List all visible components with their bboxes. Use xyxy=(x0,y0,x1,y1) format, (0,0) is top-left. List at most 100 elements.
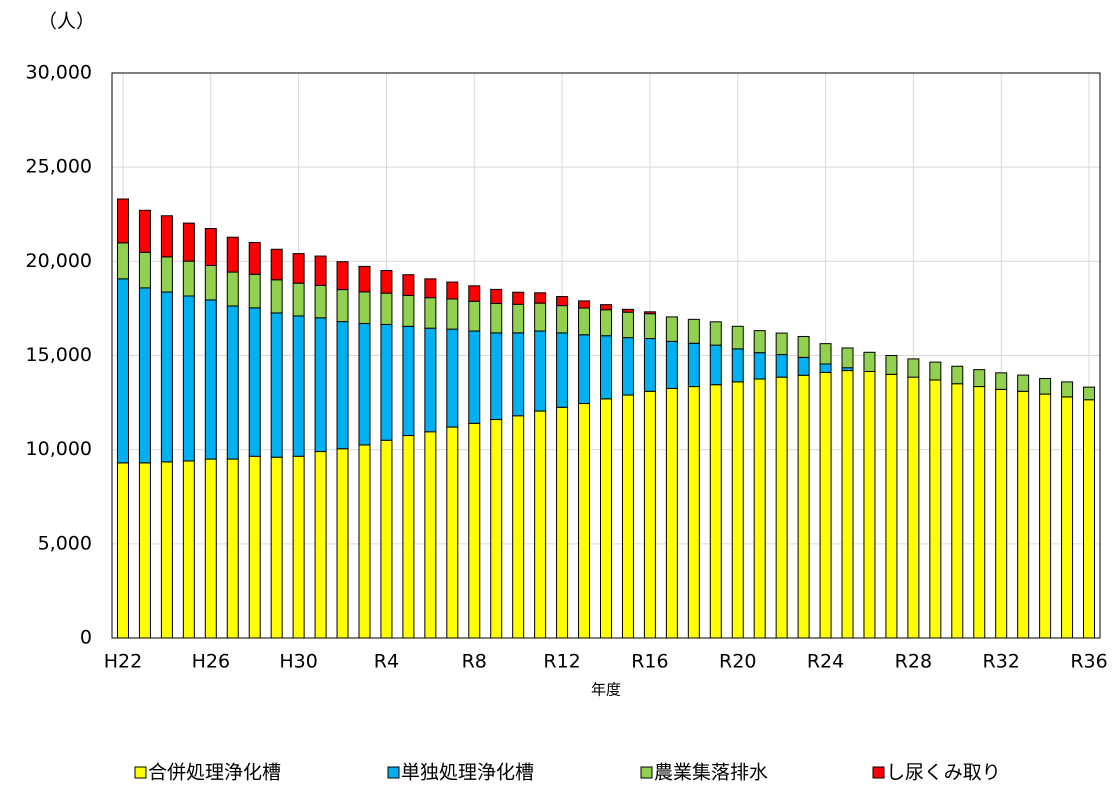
legend-label: し尿くみ取り xyxy=(886,762,1001,784)
y-tick-label: 10,000 xyxy=(26,438,92,460)
bar-segment xyxy=(753,378,766,639)
bar-segment xyxy=(248,455,261,639)
bar-segment xyxy=(512,291,525,305)
x-tick-label: R4 xyxy=(374,651,399,673)
bar-segment xyxy=(775,332,788,356)
x-tick-label: H30 xyxy=(279,651,317,673)
legend-label: 合併処理浄化槽 xyxy=(148,762,281,784)
bar-segment xyxy=(182,260,195,297)
bar-segment xyxy=(314,317,327,453)
bar-segment xyxy=(248,307,261,457)
bar-segment xyxy=(204,299,217,460)
x-tick-label: R24 xyxy=(807,651,844,673)
bar-segment xyxy=(490,332,503,421)
bar-segment xyxy=(468,422,481,639)
bar-segment xyxy=(907,358,920,378)
bar-segment xyxy=(226,271,239,307)
bar-segment xyxy=(292,282,305,317)
bar-segment xyxy=(556,296,569,307)
bar-segment xyxy=(556,305,569,334)
y-tick-label: 20,000 xyxy=(26,250,92,272)
bar-segment xyxy=(116,278,129,464)
bar-segment xyxy=(1083,399,1096,639)
bar-segment xyxy=(600,309,612,337)
bar-segment xyxy=(534,302,547,332)
bar-segment xyxy=(863,371,876,639)
bar-segment xyxy=(314,451,327,639)
bar-segment xyxy=(270,312,283,458)
bar-segment xyxy=(621,337,634,396)
bar-segment xyxy=(512,415,525,639)
bar-segment xyxy=(160,256,173,293)
x-tick-label: R12 xyxy=(543,651,580,673)
bar-segment xyxy=(907,376,920,639)
legend-label: 単独処理浄化槽 xyxy=(401,762,534,784)
bar-segment xyxy=(753,330,766,354)
bar-segment xyxy=(336,321,349,450)
bar-segment xyxy=(534,410,547,639)
bar-segment xyxy=(951,365,964,385)
bar-segment xyxy=(204,458,217,639)
bar-segment xyxy=(160,291,173,463)
bar-segment xyxy=(578,307,591,336)
bar-segment xyxy=(402,274,415,296)
bar-segment xyxy=(138,287,151,464)
bar-segment xyxy=(643,390,656,639)
bar-segment xyxy=(314,284,327,319)
bar-segment xyxy=(490,303,503,334)
bar-segment xyxy=(116,462,129,639)
bar-segment xyxy=(424,278,437,299)
x-tick-label: H22 xyxy=(104,651,142,673)
bar-segment xyxy=(1083,386,1096,401)
bar-segment xyxy=(643,338,656,392)
bar-segment xyxy=(358,444,371,639)
bar-segment xyxy=(819,363,832,373)
bar-segment xyxy=(446,328,459,428)
x-tick-label: R28 xyxy=(895,651,932,673)
bar-segment xyxy=(775,376,788,639)
bar-segment xyxy=(709,384,722,639)
bar-segment xyxy=(578,334,591,405)
bar-segment xyxy=(116,242,129,280)
bar-segment xyxy=(819,371,832,639)
bar-segment xyxy=(1017,374,1030,392)
x-tick-label: R32 xyxy=(983,651,1020,673)
legend-swatch xyxy=(134,766,147,779)
bar-segment xyxy=(687,386,700,639)
bar-segment xyxy=(995,388,1008,639)
bar-segment xyxy=(226,458,239,639)
bar-segment xyxy=(248,273,261,309)
y-unit: （人） xyxy=(38,11,95,33)
bar-segment xyxy=(951,383,964,639)
bar-segment xyxy=(973,386,986,639)
bar-segment xyxy=(270,456,283,639)
y-tick-label: 30,000 xyxy=(26,62,92,84)
bar-segment xyxy=(885,373,898,639)
bar-segment xyxy=(841,370,854,639)
bar-segment xyxy=(709,344,722,386)
bar-segment xyxy=(204,264,217,301)
legend-swatch xyxy=(872,766,885,779)
bar-segment xyxy=(380,439,393,639)
bar-segment xyxy=(819,343,832,365)
bar-segment xyxy=(424,327,437,433)
bar-segment xyxy=(1061,396,1074,639)
bar-segment xyxy=(578,403,591,639)
bar-segment xyxy=(138,251,151,289)
x-tick-label: R20 xyxy=(719,651,756,673)
bar-segment xyxy=(1039,393,1052,639)
bar-segment xyxy=(468,285,481,302)
bar-segment xyxy=(512,303,525,334)
bar-segment xyxy=(621,311,634,339)
bar-segment xyxy=(402,325,415,437)
x-tick-label: R36 xyxy=(1070,651,1107,673)
x-axis-label: 年度 xyxy=(591,681,621,699)
x-tick-label: H26 xyxy=(192,651,230,673)
bar-segment xyxy=(490,419,503,639)
bar-segment xyxy=(600,398,612,639)
bar-segment xyxy=(665,316,678,342)
bar-segment xyxy=(424,431,437,639)
bar-segment xyxy=(687,318,700,344)
x-tick-label: R8 xyxy=(462,651,487,673)
bar-segment xyxy=(1017,390,1030,639)
